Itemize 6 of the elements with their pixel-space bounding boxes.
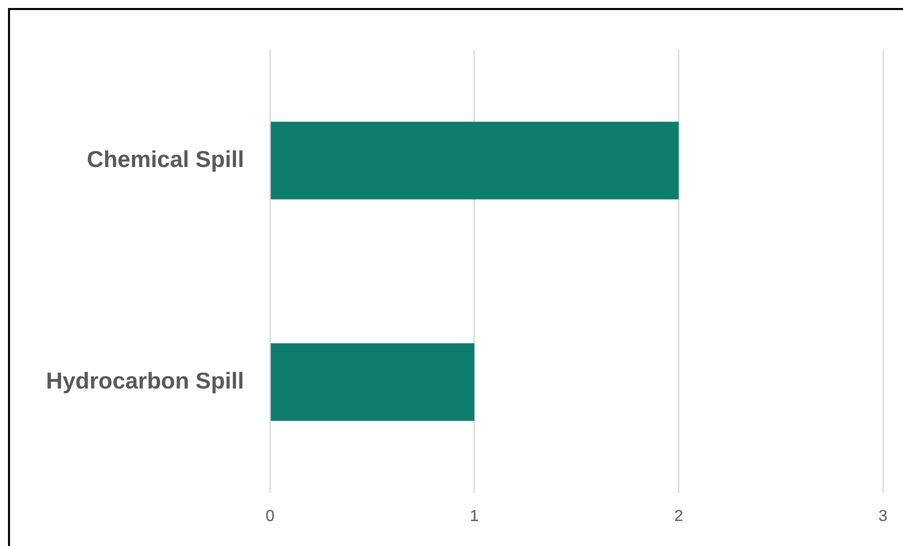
y-tick-label: Chemical Spill bbox=[86, 146, 244, 172]
y-tick-label: Hydrocarbon Spill bbox=[46, 367, 244, 394]
x-tick-label: 1 bbox=[470, 508, 479, 525]
x-tick-label: 0 bbox=[266, 508, 275, 525]
x-tick-label: 2 bbox=[674, 508, 684, 525]
x-tick-label: 3 bbox=[878, 508, 888, 525]
